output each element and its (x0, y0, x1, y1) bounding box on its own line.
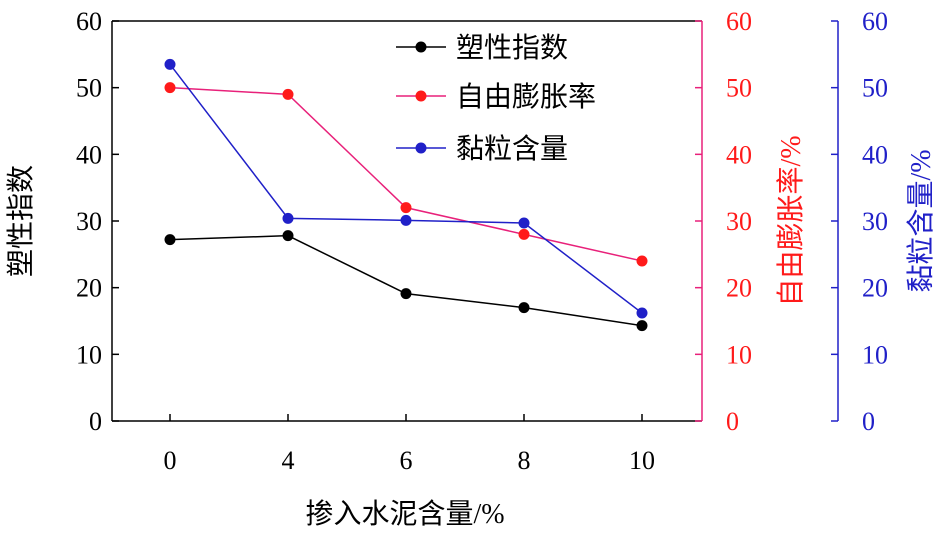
x-axis-tick-label: 8 (518, 446, 531, 475)
x-axis-tick-label: 4 (282, 446, 295, 475)
series-point-1 (518, 302, 530, 314)
series-point-3 (400, 214, 412, 226)
legend-label-1: 塑性指数 (456, 32, 568, 64)
series-point-2 (282, 88, 294, 100)
legend-marker-2 (415, 90, 427, 102)
series-point-2 (518, 228, 530, 240)
right2-axis-label: 黏粒含量/% (905, 149, 937, 292)
series-point-1 (636, 320, 648, 332)
right1-axis-tick-label: 60 (726, 7, 752, 36)
series-point-3 (518, 217, 530, 229)
right2-axis-tick-label: 60 (862, 7, 888, 36)
left-axis-tick-label: 10 (76, 340, 102, 369)
left-axis-tick-label: 40 (76, 140, 102, 169)
legend-label-3: 黏粒含量 (456, 133, 568, 165)
series-line-2 (169, 86, 643, 262)
right1-axis-tick-label: 30 (726, 207, 752, 236)
series-point-2 (164, 82, 176, 94)
legend-label-2: 自由膨胀率 (456, 81, 596, 113)
right1-axis-label: 自由膨胀率/% (775, 135, 807, 306)
x-axis-label: 掺入水泥含量/% (305, 498, 504, 530)
legend-marker-1 (415, 41, 427, 53)
right1-axis-tick-label: 40 (726, 140, 752, 169)
right1-axis-tick-label: 20 (726, 274, 752, 303)
right2-axis-tick-label: 50 (862, 74, 888, 103)
right2-axis-tick-label: 10 (862, 340, 888, 369)
series-layer (164, 58, 648, 332)
series-point-3 (636, 307, 648, 319)
x-axis-tick-label: 10 (629, 446, 655, 475)
axes-layer: 0102030405060塑性指数0102030405060自由膨胀率/%010… (5, 7, 937, 475)
series-point-2 (636, 255, 648, 267)
left-axis-tick-label: 60 (76, 7, 102, 36)
x-axis-tick-label: 6 (400, 446, 413, 475)
series-point-2 (400, 202, 412, 214)
right1-axis-tick-label: 50 (726, 74, 752, 103)
left-axis-tick-label: 50 (76, 74, 102, 103)
left-axis-tick-label: 0 (89, 407, 102, 436)
right1-axis-tick-label: 0 (726, 407, 739, 436)
right2-axis-tick-label: 20 (862, 274, 888, 303)
left-axis-label: 塑性指数 (5, 165, 37, 277)
legend-marker-3 (415, 142, 427, 154)
series-point-3 (282, 212, 294, 224)
right1-axis-tick-label: 10 (726, 340, 752, 369)
series-point-1 (164, 234, 176, 246)
series-point-1 (400, 288, 412, 300)
x-axis-tick-label: 0 (164, 446, 177, 475)
right2-axis-tick-label: 40 (862, 140, 888, 169)
series-line-1 (169, 234, 643, 327)
series-point-1 (282, 230, 294, 242)
left-axis-tick-label: 20 (76, 274, 102, 303)
right2-axis-tick-label: 0 (862, 407, 875, 436)
left-axis-tick-label: 30 (76, 207, 102, 236)
right2-axis-tick-label: 30 (862, 207, 888, 236)
series-point-3 (164, 58, 176, 70)
